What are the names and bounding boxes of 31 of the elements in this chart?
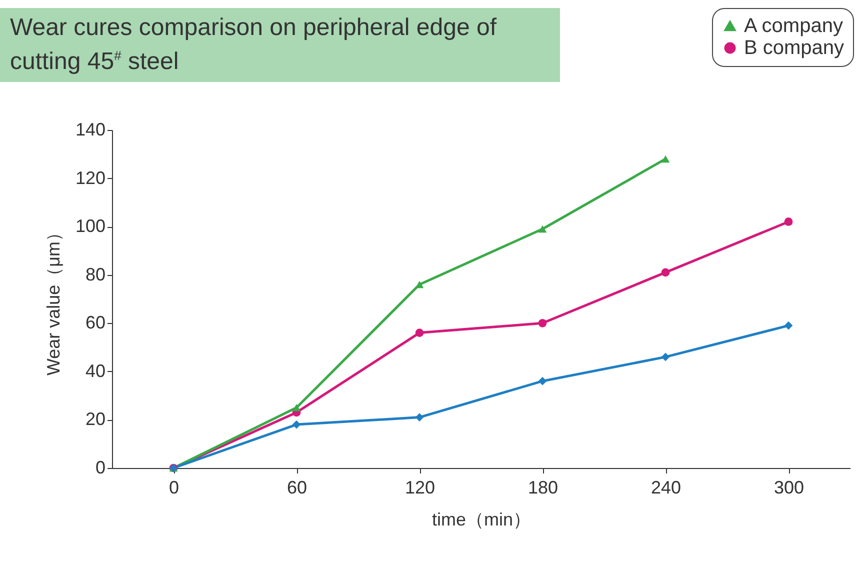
y-tick-label: 120 bbox=[75, 168, 106, 188]
y-tick-label: 20 bbox=[85, 409, 106, 430]
point bbox=[538, 376, 547, 386]
point bbox=[661, 352, 670, 362]
chart-title: Wear cures comparison on peripheral edge of cutting 45$^{#}$ steel bbox=[0, 8, 560, 82]
x-tick-label: 0 bbox=[168, 478, 180, 498]
point bbox=[784, 321, 793, 330]
y-axis-title: Wear value（μm） bbox=[43, 223, 64, 376]
legend-label: B company bbox=[744, 37, 844, 59]
x-tick-label: 180 bbox=[528, 478, 558, 498]
y-tick-label: 0 bbox=[95, 458, 106, 478]
x-tick-label: 120 bbox=[404, 478, 436, 498]
point bbox=[415, 413, 424, 422]
x-tick-label: 60 bbox=[286, 478, 308, 498]
point bbox=[415, 328, 424, 337]
x-axis-title: time（min） bbox=[432, 510, 532, 530]
y-tick-label: 60 bbox=[85, 312, 106, 333]
y-tick-label: 140 bbox=[75, 120, 106, 140]
x-tick-label: 300 bbox=[774, 478, 804, 498]
point bbox=[538, 225, 547, 233]
point bbox=[661, 268, 670, 277]
y-tick-label: 40 bbox=[85, 360, 106, 381]
legend-label: A company bbox=[744, 15, 843, 37]
y-tick-label: 80 bbox=[85, 264, 106, 284]
point bbox=[292, 404, 301, 412]
point bbox=[661, 155, 670, 163]
y-tick-label: 100 bbox=[75, 216, 106, 236]
point bbox=[538, 318, 547, 328]
point bbox=[784, 218, 793, 226]
point bbox=[292, 420, 301, 429]
x-tick-label: 240 bbox=[650, 478, 682, 498]
